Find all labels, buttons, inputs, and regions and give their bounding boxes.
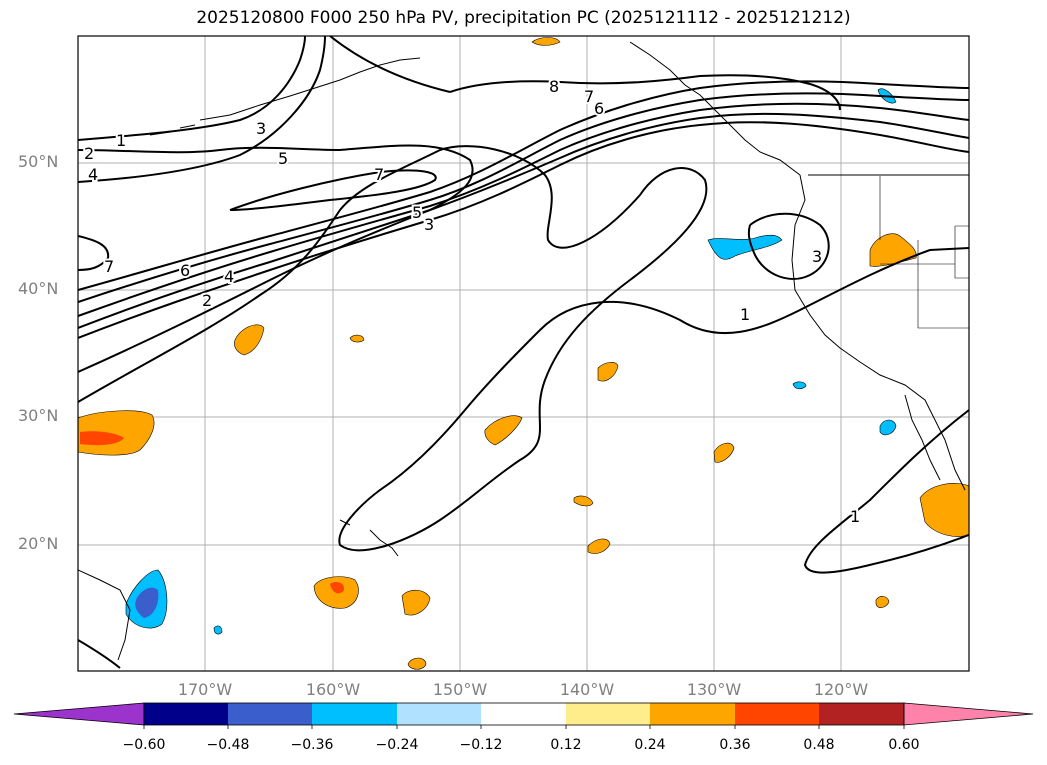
contour-label: 3 <box>812 247 822 266</box>
map-title: 2025120800 F000 250 hPa PV, precipitatio… <box>196 8 851 28</box>
colorbar-segment <box>312 703 397 725</box>
precip-patch-hawaii-nw <box>234 324 265 356</box>
longitude-label: 120°W <box>813 680 869 699</box>
gridlines <box>78 36 969 671</box>
contour-label: 1 <box>116 131 126 150</box>
contour-4-north <box>78 36 326 183</box>
contour-label: 4 <box>88 165 98 184</box>
contour-4 <box>78 112 969 329</box>
colorbar-tick-label: −0.60 <box>122 737 166 753</box>
colorbar-tick-label: −0.36 <box>290 737 334 753</box>
precip-patch-baja <box>919 483 969 537</box>
colorbar-tick-label: −0.12 <box>459 737 503 753</box>
contour-label: 5 <box>412 203 422 222</box>
colorbar-segment <box>397 703 481 725</box>
contour-8-outer <box>329 36 451 93</box>
contour-6 <box>78 92 969 303</box>
latitude-label: 30°N <box>18 406 59 425</box>
longitude-label: 130°W <box>686 680 742 699</box>
contour-7-west <box>78 235 110 271</box>
contour-label: 6 <box>180 261 190 280</box>
contour-label: 7 <box>584 87 594 106</box>
contour-label: 7 <box>374 165 384 184</box>
colorbar-segment <box>735 703 819 725</box>
latitude-label: 20°N <box>18 534 59 553</box>
contour-label: 4 <box>224 267 234 286</box>
colorbar-segment <box>144 703 228 725</box>
colorbar-segment <box>566 703 650 725</box>
contour-label: 7 <box>104 257 114 276</box>
contour-7-closed <box>229 169 437 211</box>
contour-label: 5 <box>278 149 288 168</box>
colorbar-segment <box>228 703 312 725</box>
contour-label: 6 <box>594 99 604 118</box>
contour-label: 3 <box>424 215 434 234</box>
contour-1-east <box>803 409 969 574</box>
colorbar-segment <box>650 703 735 725</box>
colorbar-tick-label: 0.12 <box>550 737 582 753</box>
colorbar-tick-label: 0.48 <box>803 737 835 753</box>
contour-7 <box>78 80 969 291</box>
longitude-label: 170°W <box>177 680 233 699</box>
contour-3-east <box>747 212 830 280</box>
colorbar-segment <box>481 703 566 725</box>
contour-label: 2 <box>84 144 94 163</box>
longitude-label: 150°W <box>432 680 488 699</box>
pv-contours <box>78 36 969 669</box>
coastlines <box>78 41 969 661</box>
contour-labels: 1 1 1 2 2 3 3 3 4 4 5 5 6 6 7 7 7 8 <box>82 75 862 528</box>
colorbar <box>13 702 1034 729</box>
contour-5 <box>78 102 969 317</box>
colorbar-tick-label: 0.60 <box>888 737 920 753</box>
contour-label: 2 <box>202 291 212 310</box>
colorbar-segment <box>903 702 1034 726</box>
colorbar-tick-label: 0.24 <box>634 737 666 753</box>
contour-label: 8 <box>549 77 559 96</box>
contour-label: 1 <box>850 507 860 526</box>
contour-8 <box>449 74 841 111</box>
colorbar-segment <box>13 702 145 726</box>
colorbar-tick-label: −0.24 <box>375 737 419 753</box>
colorbar-tick-label: −0.48 <box>206 737 250 753</box>
colorbar-segment <box>819 703 904 725</box>
contour-label: 3 <box>256 119 266 138</box>
contour-2 <box>78 144 474 373</box>
colorbar-tick-label: 0.36 <box>719 737 751 753</box>
latitude-label: 40°N <box>18 279 59 298</box>
precip-core-west <box>80 431 124 446</box>
precip-neg-oregon <box>707 234 783 260</box>
precip-shading <box>78 37 969 670</box>
contour-3-north <box>78 36 306 141</box>
longitude-label: 160°W <box>305 680 361 699</box>
contour-1-main <box>78 145 969 552</box>
contour-1-south <box>78 639 121 669</box>
latitude-label: 50°N <box>18 152 59 171</box>
contour-label: 1 <box>740 305 750 324</box>
longitude-label: 140°W <box>559 680 615 699</box>
map-frame <box>77 35 970 672</box>
contour-3 <box>78 121 969 339</box>
precip-patch-nevada <box>869 233 917 267</box>
